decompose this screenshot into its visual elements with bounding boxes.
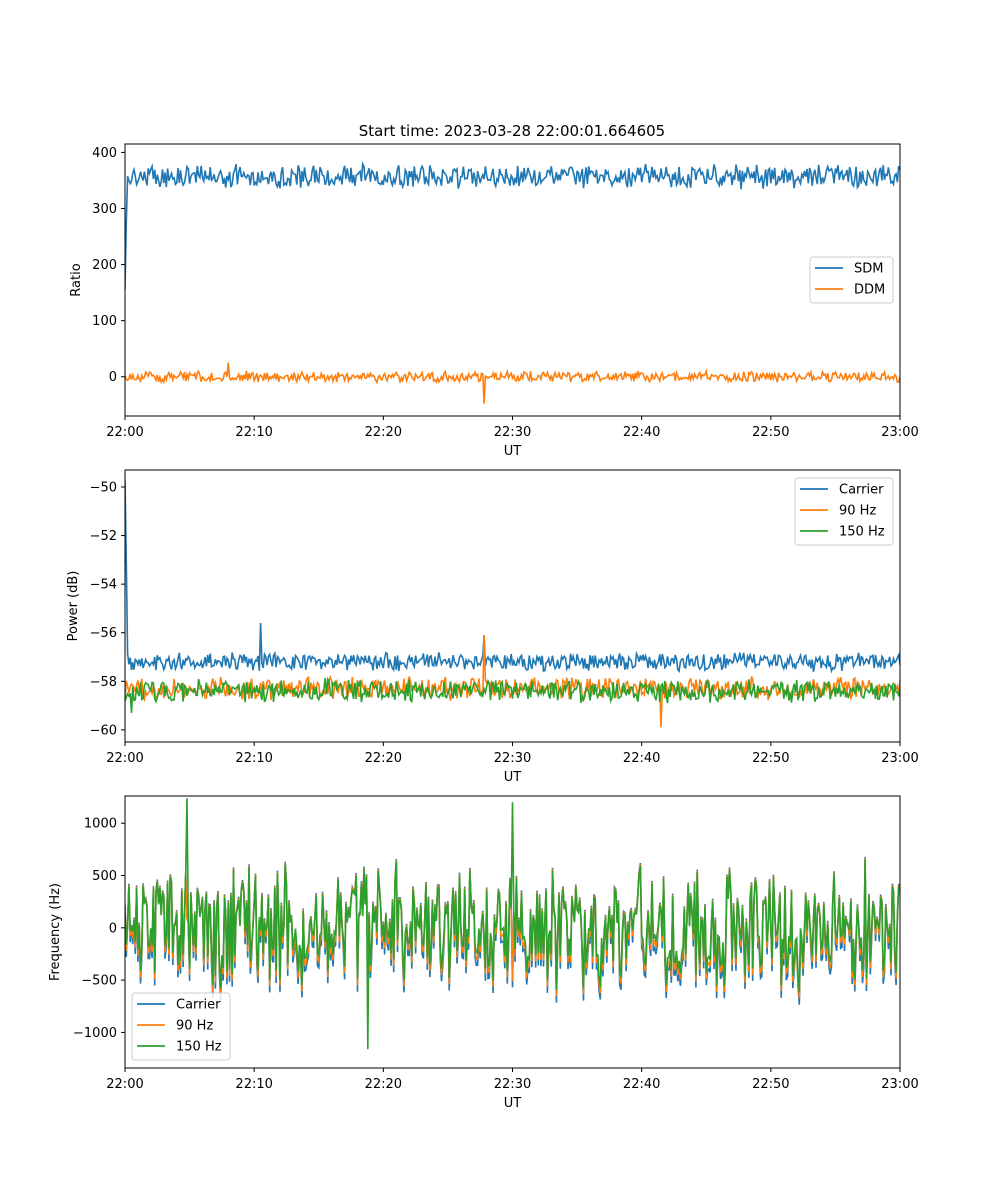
y-tick-label: 200 (92, 258, 117, 273)
legend-label: 150 Hz (176, 1040, 222, 1055)
y-tick-label: −58 (90, 675, 117, 690)
legend-label: 90 Hz (839, 504, 876, 519)
legend-box (794, 477, 894, 546)
plot-area (125, 479, 900, 728)
x-tick-label: 22:20 (365, 751, 402, 766)
y-tick-label: −60 (90, 723, 117, 738)
x-axis-label: UT (504, 770, 522, 785)
x-tick-label: 22:20 (365, 1077, 402, 1092)
figure-title: Start time: 2023-03-28 22:00:01.664605 (359, 122, 665, 140)
x-tick-label: 23:00 (881, 425, 918, 440)
x-tick-label: 22:50 (752, 751, 789, 766)
y-tick-label: −52 (90, 529, 117, 544)
y-tick-label: −56 (90, 626, 117, 641)
x-axis: 22:00 22:10 22:20 22:30 22:40 22:50 23:00 UT (106, 416, 919, 459)
series-line-sdm (125, 160, 900, 290)
x-tick-label: 22:00 (106, 751, 143, 766)
series-line-ddm (125, 362, 900, 404)
x-tick-label: 22:10 (235, 425, 272, 440)
legend-label: SDM (854, 262, 883, 277)
legend: Carrier 90 Hz 150 Hz (794, 477, 894, 546)
y-tick-label: 500 (92, 869, 117, 884)
series-line-90-hz (125, 635, 900, 728)
series-line-150-hz (125, 676, 900, 713)
y-tick-label: −50 (90, 481, 117, 496)
y-tick-label: 400 (92, 146, 117, 161)
legend: Carrier 90 Hz 150 Hz (131, 992, 231, 1061)
x-axis-label: UT (504, 444, 522, 459)
legend-label: Carrier (839, 483, 884, 498)
legend-label: 150 Hz (839, 525, 885, 540)
subplot-1: 22:00 22:10 22:20 22:30 22:40 22:50 23:00 UT 0 10… (69, 143, 919, 459)
x-tick-label: 22:40 (623, 1077, 660, 1092)
subplot-2: 22:00 22:10 22:20 22:30 22:40 22:50 23:00 UT −60… (66, 469, 919, 785)
subplot-3: 22:00 22:10 22:20 22:30 22:40 22:50 23:00 UT −10… (48, 795, 919, 1111)
x-tick-label: 22:30 (494, 425, 531, 440)
x-tick-label: 22:00 (106, 1077, 143, 1092)
y-axis: −60 −58 −56 −54 −52 −50 Power (dB) (66, 481, 125, 738)
x-axis-label: UT (504, 1096, 522, 1111)
x-tick-label: 22:40 (623, 425, 660, 440)
y-axis-label: Frequency (Hz) (48, 883, 63, 981)
x-axis: 22:00 22:10 22:20 22:30 22:40 22:50 23:00 UT (106, 1068, 919, 1111)
y-axis-label: Ratio (69, 263, 84, 296)
y-tick-label: 1000 (84, 817, 117, 832)
x-tick-label: 22:10 (235, 1077, 272, 1092)
axes-frame (124, 469, 901, 743)
x-tick-label: 22:20 (365, 425, 402, 440)
legend-label: Carrier (176, 998, 221, 1013)
plot-area (125, 160, 900, 404)
y-axis-label: Power (dB) (66, 571, 81, 642)
series-line-carrier (125, 479, 900, 674)
x-tick-label: 22:30 (494, 751, 531, 766)
x-tick-label: 22:50 (752, 425, 789, 440)
series-line-150-hz (125, 798, 900, 1050)
y-tick-label: 0 (109, 370, 117, 385)
y-axis: 0 100 200 300 400 Ratio (69, 146, 125, 385)
y-tick-label: 100 (92, 314, 117, 329)
y-axis: −1000 −500 0 500 1000 Frequency (Hz) (48, 817, 125, 1041)
legend-label: 90 Hz (176, 1019, 213, 1034)
y-tick-label: 300 (92, 202, 117, 217)
y-tick-label: −1000 (73, 1026, 117, 1041)
x-tick-label: 22:30 (494, 1077, 531, 1092)
x-tick-label: 23:00 (881, 751, 918, 766)
x-tick-label: 22:40 (623, 751, 660, 766)
x-tick-label: 22:10 (235, 751, 272, 766)
plot-area (125, 798, 900, 1050)
legend-box (131, 992, 231, 1061)
subplot-panels: 22:00 22:10 22:20 22:30 22:40 22:50 23:00 UT 0 10… (48, 143, 919, 1111)
x-axis: 22:00 22:10 22:20 22:30 22:40 22:50 23:00 UT (106, 742, 919, 785)
x-tick-label: 22:50 (752, 1077, 789, 1092)
legend-label: DDM (854, 283, 885, 298)
y-tick-label: 0 (109, 921, 117, 936)
x-tick-label: 23:00 (881, 1077, 918, 1092)
legend: SDM DDM (809, 256, 894, 304)
y-tick-label: −54 (90, 578, 117, 593)
x-tick-label: 22:00 (106, 425, 143, 440)
y-tick-label: −500 (81, 974, 117, 989)
